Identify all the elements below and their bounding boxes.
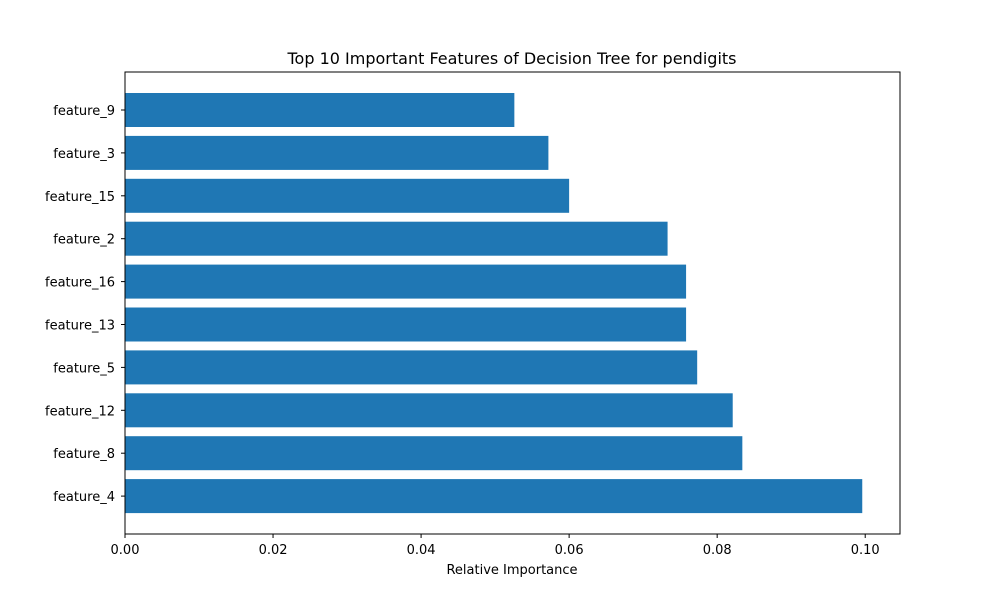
y-tick-label-feature_12: feature_12 — [45, 404, 115, 419]
y-tick-label-feature_15: feature_15 — [45, 190, 115, 205]
bar-feature_4 — [125, 479, 863, 514]
y-tick-label-feature_9: feature_9 — [53, 104, 115, 119]
x-tick-label-0.00: 0.00 — [111, 543, 140, 558]
y-tick-label-feature_8: feature_8 — [53, 447, 115, 462]
y-tick-label-feature_3: feature_3 — [53, 147, 115, 162]
x-tick-label-0.02: 0.02 — [259, 543, 288, 558]
bar-feature_12 — [125, 393, 733, 428]
bar-feature_5 — [125, 350, 698, 385]
plot-frame — [124, 71, 901, 535]
x-axis-ticks: 0.00 0.02 0.04 0.06 0.08 0.10 — [111, 534, 880, 558]
y-tick-label-feature_16: feature_16 — [45, 276, 115, 291]
x-tick-label-0.10: 0.10 — [851, 543, 880, 558]
y-tick-label-feature_4: feature_4 — [53, 490, 115, 505]
y-tick-label-feature_13: feature_13 — [45, 319, 115, 334]
y-tick-label-feature_2: feature_2 — [53, 233, 115, 248]
bar-feature_8 — [125, 436, 743, 471]
bar-feature_13 — [125, 307, 687, 342]
y-tick-label-feature_5: feature_5 — [53, 361, 115, 376]
x-tick-label-0.04: 0.04 — [407, 543, 436, 558]
chart-title: Top 10 Important Features of Decision Tr… — [287, 49, 737, 68]
x-axis-label: Relative Importance — [446, 563, 577, 578]
x-tick-label-0.06: 0.06 — [555, 543, 584, 558]
y-axis-ticks: feature_9 feature_3 feature_15 feature_2fea… — [45, 104, 125, 505]
bars-group — [125, 93, 863, 514]
bar-feature_2 — [125, 221, 668, 256]
x-tick-label-0.08: 0.08 — [703, 543, 732, 558]
bar-feature_16 — [125, 264, 687, 299]
bar-feature_15 — [125, 178, 570, 213]
bar-feature_3 — [125, 135, 549, 170]
bar-feature_9 — [125, 93, 515, 127]
